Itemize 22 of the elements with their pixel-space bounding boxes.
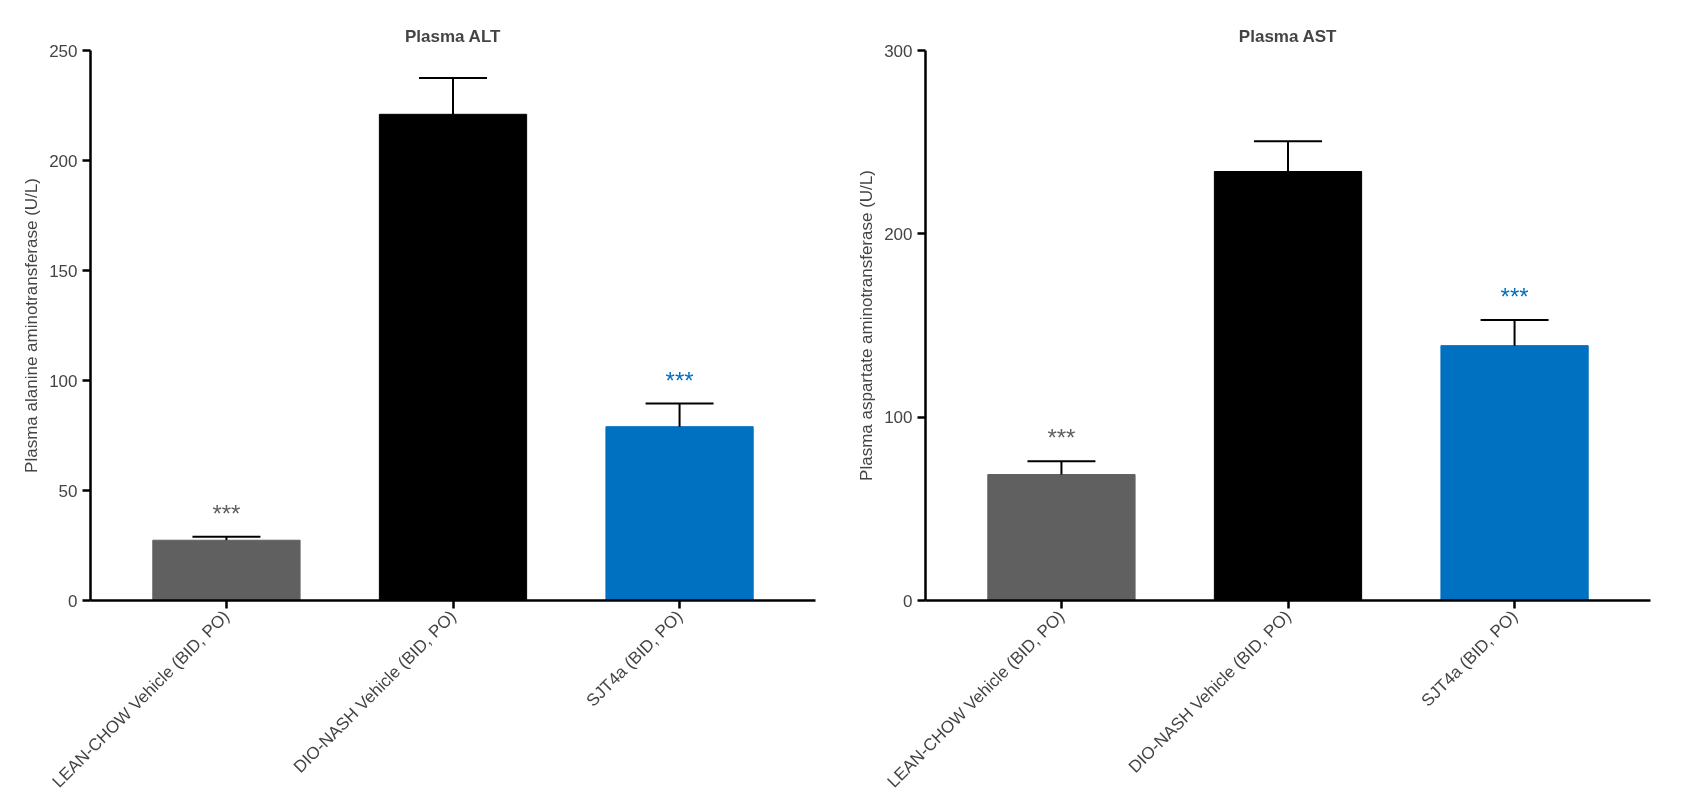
annotation: ***	[1500, 283, 1529, 310]
bar	[152, 539, 301, 601]
y-tick-label: 200	[884, 224, 913, 244]
bar	[1440, 345, 1589, 601]
y-tick-label: 0	[68, 591, 78, 611]
bar	[605, 426, 754, 601]
y-axis-title: Plasma aspartate aminotransferase (U/L)	[857, 170, 877, 481]
chart-title: Plasma ALT	[404, 26, 502, 46]
bar	[987, 474, 1136, 601]
y-tick-label: 150	[49, 261, 78, 281]
y-tick-label: 100	[49, 371, 78, 391]
annotation: ***	[1047, 424, 1076, 452]
y-tick-label: 250	[49, 41, 78, 61]
y-tick-label: 100	[884, 408, 913, 428]
y-tick-label: 200	[49, 151, 78, 171]
chart-title: Plasma AST	[1238, 26, 1338, 46]
y-tick-label: 0	[903, 591, 913, 611]
annotation: ***	[212, 499, 241, 527]
y-axis-title: Plasma alanine aminotransferase (U/L)	[22, 178, 42, 473]
y-tick-label: 50	[58, 481, 78, 501]
annotation: ***	[665, 366, 694, 394]
y-tick-label: 300	[884, 41, 913, 61]
